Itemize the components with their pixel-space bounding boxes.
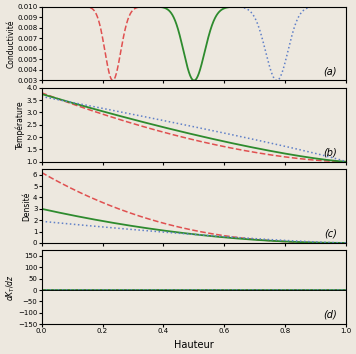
Y-axis label: Conductivité: Conductivité <box>7 19 16 68</box>
Text: (c): (c) <box>324 228 337 239</box>
Y-axis label: $dK_T/dz$: $dK_T/dz$ <box>4 274 17 301</box>
Y-axis label: Densité: Densité <box>22 191 32 221</box>
Text: (d): (d) <box>323 310 337 320</box>
X-axis label: Hauteur: Hauteur <box>174 340 214 350</box>
Y-axis label: Température: Température <box>15 101 25 149</box>
Text: (b): (b) <box>323 147 337 157</box>
Text: (a): (a) <box>324 66 337 76</box>
